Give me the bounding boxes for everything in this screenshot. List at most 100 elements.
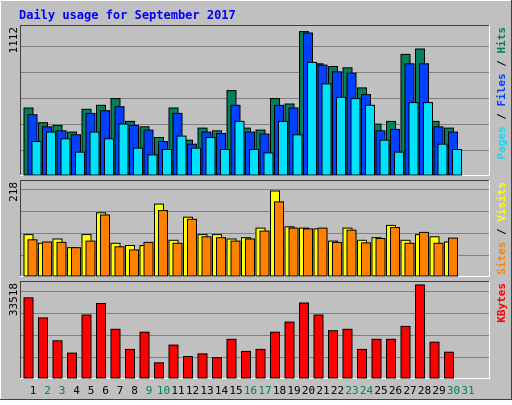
bar-pages-day-29 [437,143,448,176]
bar-pages-day-26 [394,151,404,176]
bar-kbytes-day-11 [168,344,179,379]
x-tick-day-30: 30 [447,384,460,397]
x-tick-day-2: 2 [44,384,51,397]
bar-pages-day-13 [205,137,216,176]
x-tick-day-8: 8 [131,384,138,397]
bar-kbytes-day-26 [386,338,396,379]
x-tick-day-22: 22 [331,384,344,397]
legend-files: Files [495,73,508,106]
bar-kbytes-day-24 [357,348,367,379]
bar-pages-day-11 [176,135,187,176]
x-tick-day-1: 1 [30,384,37,397]
bar-kbytes-day-25 [371,338,382,379]
x-tick-day-25: 25 [374,384,387,397]
x-tick-day-11: 11 [171,384,184,397]
bar-kbytes-day-18 [270,331,280,379]
x-tick-day-21: 21 [316,384,329,397]
bar-kbytes-day-29 [429,341,440,379]
bar-kbytes-day-7 [110,328,121,379]
bar-kbytes-day-28 [415,284,425,379]
bar-kbytes-day-22 [328,330,338,379]
x-tick-day-28: 28 [418,384,431,397]
x-tick-day-3: 3 [59,384,66,397]
bar-pages-day-16 [249,149,259,176]
bar-sites-day-3 [56,241,67,277]
legend-kbytes: KBytes [495,283,508,323]
x-tick-day-5: 5 [88,384,95,397]
bar-sites-day-25 [375,238,386,277]
bar-sites-day-8 [129,249,139,277]
bar-kbytes-day-20 [299,302,309,379]
bar-sites-day-12 [187,218,197,277]
panel-visits-sites: 218 Sites / Visits [7,180,508,277]
bar-pages-day-27 [408,102,419,176]
bar-kbytes-day-30 [444,351,454,379]
bar-kbytes-day-19 [284,321,295,379]
bar-pages-day-22 [336,96,346,176]
x-tick-day-10: 10 [157,384,170,397]
bar-sites-day-24 [361,242,371,277]
bar-kbytes-day-14 [212,357,222,379]
bar-kbytes-day-17 [255,348,266,379]
bar-pages-day-20 [307,61,317,176]
x-tick-day-9: 9 [146,384,153,397]
bar-pages-day-19 [292,134,303,176]
bar-sites-day-30 [448,237,458,277]
x-tick-day-14: 14 [215,384,229,397]
x-tick-day-4: 4 [73,384,80,397]
legend-visits: Visits [495,182,508,222]
bar-pages-day-28 [423,102,433,176]
x-tick-day-18: 18 [273,384,286,397]
bar-sites-day-5 [85,240,96,277]
legend-separator: / [495,107,508,127]
bar-pages-day-30 [452,149,462,176]
legend-hits: Hits [495,27,508,54]
bar-kbytes-day-4 [67,352,77,379]
y-tick-label: 33518 [7,283,20,316]
bar-pages-day-15 [234,120,245,176]
chart-panels: 1112 Pages / Files / Hits 218 Sites / Visit… [7,25,508,379]
x-tick-day-17: 17 [258,384,271,397]
bar-kbytes-day-3 [52,340,63,379]
bar-pages-day-10 [162,149,172,176]
x-tick-day-15: 15 [229,384,242,397]
x-tick-day-19: 19 [287,384,300,397]
panel-hits-files-pages: 1112 Pages / Files / Hits [7,25,508,176]
bar-pages-day-17 [263,152,274,176]
bar-sites-day-22 [332,241,342,277]
bar-sites-day-2 [42,241,52,277]
y-tick-label: 218 [7,182,20,202]
bar-kbytes-day-10 [154,362,164,379]
x-tick-day-31: 31 [461,384,474,397]
x-tick-day-13: 13 [200,384,213,397]
bar-kbytes-day-12 [183,356,193,379]
x-tick-day-7: 7 [117,384,124,397]
bar-pages-day-4 [75,151,85,176]
bar-pages-day-21 [321,83,332,176]
bar-pages-day-8 [133,147,143,176]
bar-sites-day-4 [71,247,81,277]
bar-sites-day-9 [143,241,154,277]
x-tick-day-27: 27 [403,384,416,397]
panel-kbytes: 33518 KBytes [7,281,508,379]
bar-sites-day-26 [390,227,400,277]
bar-pages-day-9 [147,154,158,176]
bar-kbytes-day-15 [226,338,237,379]
legend-visits-sites: Sites / Visits [495,182,508,275]
legend-hits-files-pages: Pages / Files / Hits [495,27,508,160]
legend-sites: Sites [495,242,508,275]
bar-pages-day-5 [89,131,100,176]
x-tick-day-24: 24 [360,384,374,397]
bar-sites-day-11 [172,242,183,277]
bar-sites-day-17 [259,230,270,277]
bar-sites-day-1 [27,239,38,277]
bar-kbytes-day-13 [197,353,208,379]
x-tick-day-20: 20 [302,384,315,397]
legend-kbytes: KBytes [495,283,508,323]
bar-kbytes-day-23 [342,328,353,379]
x-tick-day-23: 23 [345,384,358,397]
x-tick-day-26: 26 [389,384,402,397]
bar-sites-day-10 [158,210,168,277]
bar-pages-day-2 [46,131,56,176]
